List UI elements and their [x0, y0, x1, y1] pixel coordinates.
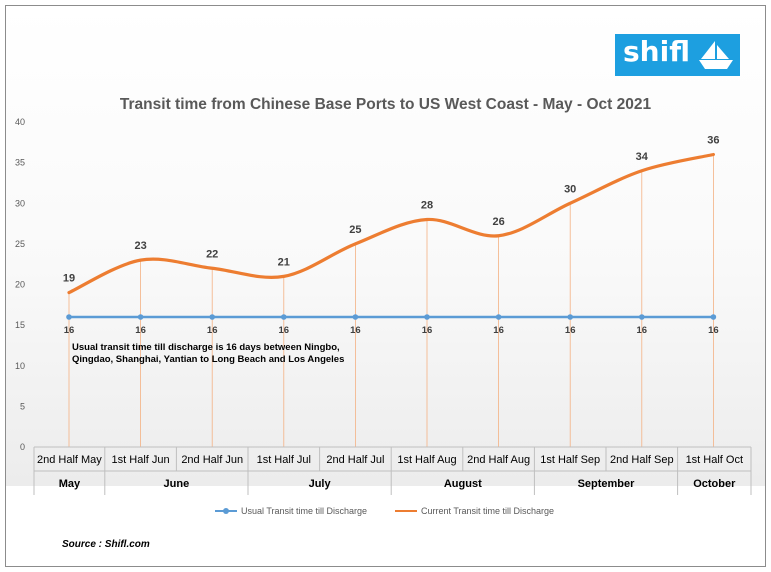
x-category-label: 1st Half Jun — [112, 454, 170, 466]
usual-data-label: 16 — [493, 325, 504, 336]
x-category-label: 1st Half Sep — [540, 454, 600, 466]
usual-data-label: 16 — [350, 325, 361, 336]
usual-marker — [567, 314, 573, 320]
y-tick-label: 0 — [20, 442, 25, 452]
current-data-label: 30 — [564, 183, 576, 195]
usual-marker — [209, 314, 215, 320]
series-layer — [66, 152, 717, 320]
legend-swatch-current — [395, 510, 417, 512]
x-category-label: 1st Half Aug — [397, 454, 456, 466]
current-data-label: 34 — [636, 151, 649, 163]
current-data-label: 19 — [63, 273, 75, 285]
usual-data-label: 16 — [135, 325, 146, 336]
x-category-label: 2nd Half Sep — [610, 454, 674, 466]
shifl-logo: shifl — [615, 34, 740, 76]
chart-legend: Usual Transit time till Discharge Curren… — [6, 506, 765, 522]
x-group-label: June — [164, 478, 190, 490]
x-group-label: October — [693, 478, 736, 490]
chart-frame: shifl Transit time from Chinese Base Por… — [5, 5, 766, 567]
usual-marker — [352, 314, 359, 320]
usual-data-label: 16 — [207, 325, 218, 336]
legend-item-usual: Usual Transit time till Discharge — [215, 506, 367, 516]
x-group-label: May — [59, 478, 81, 490]
x-category-label: 2nd Half May — [37, 454, 102, 466]
x-category-label: 1st Half Jul — [257, 454, 311, 466]
current-data-label: 23 — [134, 240, 146, 252]
usual-data-label: 16 — [422, 325, 433, 336]
paper-boat-icon — [699, 41, 733, 69]
y-tick-label: 35 — [15, 158, 25, 168]
current-data-label: 21 — [278, 256, 290, 268]
usual-transit-annotation: Usual transit time till discharge is 16 … — [72, 342, 372, 366]
current-data-label: 36 — [707, 135, 719, 147]
plot-background — [6, 6, 765, 486]
x-axis: 2nd Half May 1st Half Jun 2nd Half Jun 1st … — [33, 446, 752, 495]
y-tick-label: 10 — [15, 361, 25, 371]
current-data-label: 26 — [492, 216, 504, 228]
drop-lines — [68, 154, 714, 447]
x-group-label: August — [444, 478, 482, 490]
usual-data-label: 16 — [637, 325, 648, 336]
legend-label-usual: Usual Transit time till Discharge — [241, 506, 368, 516]
source-note: Source : Shifl.com — [62, 539, 150, 550]
usual-marker — [495, 314, 502, 320]
x-category-label: 2nd Half Jul — [326, 454, 384, 466]
series-line-current — [67, 152, 715, 295]
y-tick-label: 25 — [15, 239, 25, 249]
x-category-label: 1st Half Oct — [686, 454, 743, 466]
usual-marker — [137, 314, 144, 320]
logo-text: shifl — [623, 35, 690, 68]
usual-data-label: 16 — [64, 325, 75, 336]
annotation-line-2: Qingdao, Shanghai, Yantian to Long Beach… — [72, 354, 345, 365]
usual-data-label: 16 — [708, 325, 719, 336]
annotation-line-1: Usual transit time till discharge is 16 … — [72, 342, 340, 353]
x-group-label: September — [578, 478, 636, 490]
legend-item-current: Current Transit time till Discharge — [395, 506, 554, 516]
y-tick-label: 30 — [15, 198, 25, 208]
usual-data-label: 16 — [565, 325, 576, 336]
usual-marker — [710, 314, 717, 320]
usual-marker — [66, 314, 72, 320]
x-group-label: July — [309, 478, 332, 490]
y-tick-label: 15 — [15, 320, 25, 330]
y-tick-label: 40 — [15, 117, 25, 127]
usual-marker — [281, 314, 287, 320]
chart-plot: 0 5 10 15 20 25 30 35 40 2nd Half May 1st Half Ju… — [15, 117, 752, 495]
y-tick-label: 20 — [15, 280, 25, 290]
y-axis-labels: 0 5 10 15 20 25 30 35 40 — [15, 117, 25, 452]
y-tick-label: 5 — [20, 401, 25, 411]
current-data-label: 22 — [206, 248, 218, 260]
usual-marker — [639, 314, 645, 320]
legend-label-current: Current Transit time till Discharge — [421, 506, 555, 516]
current-data-label: 25 — [349, 224, 361, 236]
x-category-label: 2nd Half Jun — [181, 454, 243, 466]
data-labels: 16 16 16 16 16 16 16 16 16 16 19 23 22 21 25 28 26 30 34 36 — [63, 135, 720, 337]
legend-swatch-usual — [215, 507, 237, 514]
x-category-label: 2nd Half Aug — [467, 454, 530, 466]
current-data-label: 28 — [421, 200, 433, 212]
usual-data-label: 16 — [279, 325, 290, 336]
chart-title: Transit time from Chinese Base Ports to … — [119, 96, 652, 113]
usual-marker — [424, 314, 430, 320]
